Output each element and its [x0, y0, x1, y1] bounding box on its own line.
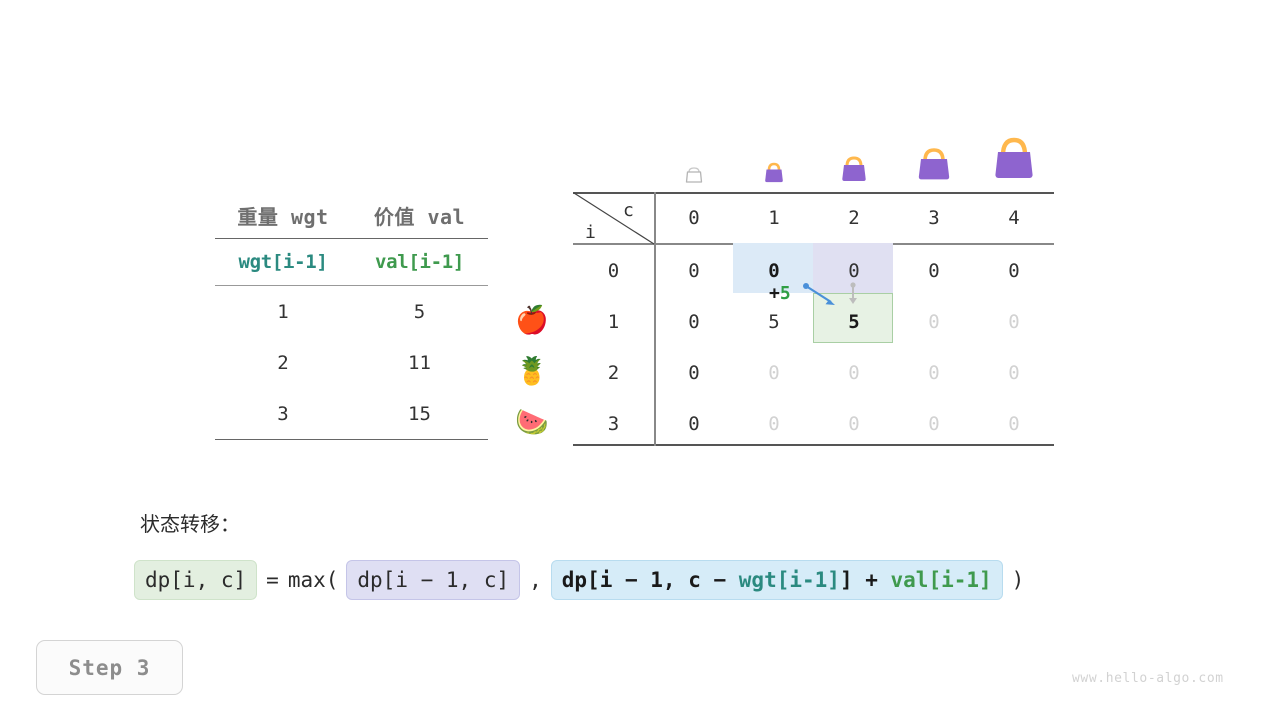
apple-icon: 🍎 [508, 295, 556, 346]
table-row: 2 11 [215, 337, 488, 388]
transition-arrow-diagonal-icon [803, 283, 835, 305]
dp-row-header-0: 0 [607, 259, 620, 282]
watermark: www.hello-algo.com [1072, 671, 1224, 686]
item-value: 15 [408, 402, 431, 425]
dp-cell-0-0: 0 [688, 259, 700, 282]
dp-cell-2-1: 0 [768, 361, 780, 384]
dp-col-header-4: 4 [1008, 207, 1020, 229]
watermelon-emoji: 🍉 [515, 407, 549, 438]
pineapple-icon: 🍍 [508, 346, 556, 397]
highlight-current-cell [813, 293, 893, 343]
plus-sign: + [769, 283, 780, 304]
items-header-value: 价值 val [373, 205, 466, 229]
formula-max-open: max( [287, 568, 339, 592]
item-weight: 2 [277, 351, 289, 374]
bag-icon-capacity-2 [814, 128, 894, 184]
bag-xs-icon [765, 162, 783, 183]
dp-cell-1-0: 0 [688, 310, 700, 333]
table-row: 2 0 0 0 0 0 [573, 347, 1054, 398]
transition-arrow-down-icon [849, 282, 857, 304]
formula-comma: , [529, 568, 542, 592]
bag-icon-capacity-4 [974, 128, 1054, 184]
dp-cell-1-1: 5 [768, 310, 780, 333]
table-row: 1 0 5 5 0 0 [573, 296, 1054, 347]
items-table: 重量 wgt 价值 val wgt[i-1] val[i-1] 1 5 2 11… [215, 193, 488, 440]
watermelon-icon: 🍉 [508, 397, 556, 448]
pineapple-emoji: 🍍 [515, 356, 549, 387]
bag-l-icon [995, 137, 1033, 178]
table-row: 0 0 0 0 0 0 [573, 245, 1054, 296]
step-badge: Step 3 [36, 640, 183, 695]
dp-cell-3-2: 0 [848, 412, 860, 435]
formula-arg2-val: val[i-1] [890, 568, 992, 592]
dp-row-header-1: 1 [607, 310, 620, 333]
dp-cell-3-1: 0 [768, 412, 780, 435]
dp-table: i c 0 1 2 3 4 0 0 0 0 0 0 1 0 5 5 0 [573, 192, 1054, 446]
dp-row-header-2: 2 [607, 361, 620, 384]
items-subheader-wgt: wgt[i-1] [238, 251, 328, 273]
dp-col-header-3: 3 [928, 207, 940, 229]
dp-cell-3-0: 0 [688, 412, 700, 435]
formula-close-paren: ) [1011, 568, 1025, 592]
dp-cell-2-3: 0 [928, 361, 940, 384]
dp-cell-3-4: 0 [1008, 412, 1020, 435]
dp-cell-0-1: 0 [768, 259, 780, 282]
dp-table-column-divider [654, 192, 656, 446]
bag-icon-capacity-1 [734, 128, 814, 184]
dp-cell-2-4: 0 [1008, 361, 1020, 384]
formula-arg2-chip: dp[i − 1, c − wgt[i-1]] + val[i-1] [550, 560, 1003, 600]
dp-col-header-2: 2 [848, 207, 860, 229]
bag-s-icon [842, 156, 866, 181]
formula-arg2-part1: dp[i − 1, c − [561, 568, 739, 592]
formula-equals: = [266, 568, 279, 592]
dp-cell-2-0: 0 [688, 361, 700, 384]
formula-arg2-wgt: wgt[i-1] [738, 568, 840, 592]
item-value: 5 [413, 300, 426, 323]
formula-lhs-chip: dp[i, c] [134, 560, 258, 600]
plus-value: 5 [779, 283, 791, 304]
table-row: 3 15 [215, 388, 488, 440]
dp-table-top-border [573, 192, 1054, 194]
capacity-bag-row [654, 128, 1054, 184]
dp-row-header-3: 3 [607, 412, 620, 435]
transition-formula: dp[i, c] = max( dp[i − 1, c] , dp[i − 1,… [134, 560, 1033, 600]
dp-cell-0-2: 0 [848, 259, 860, 282]
item-weight: 1 [277, 300, 289, 323]
dp-col-header-0: 0 [688, 207, 700, 229]
bag-empty-icon [685, 167, 703, 183]
dp-column-headers: 0 1 2 3 4 [654, 202, 1054, 242]
dp-table-bottom-border [573, 444, 1054, 446]
dp-cell-3-3: 0 [928, 412, 940, 435]
axis-label-i: i [585, 222, 596, 243]
dp-cell-0-4: 0 [1008, 259, 1020, 282]
dp-col-header-1: 1 [768, 207, 780, 229]
transition-section-label: 状态转移： [140, 512, 240, 536]
dp-cell-0-3: 0 [928, 259, 940, 282]
highlight-prev-row-cell [733, 243, 813, 293]
axis-label-c: c [623, 200, 634, 221]
formula-arg2-part3: ] + [839, 568, 891, 592]
dp-cell-1-4: 0 [1008, 310, 1020, 333]
item-value: 11 [408, 351, 431, 374]
fruit-icon-column: 🍎 🍍 🍉 [508, 295, 556, 448]
items-table-header-row: 重量 wgt 价值 val [215, 193, 488, 239]
corner-diagonal-line [573, 192, 655, 245]
formula-arg1-chip: dp[i − 1, c] [346, 560, 521, 600]
dp-cell-1-2: 5 [848, 310, 860, 333]
item-weight: 3 [277, 402, 289, 425]
dp-cell-2-2: 0 [848, 361, 860, 384]
dp-table-body: 0 0 0 0 0 0 1 0 5 5 0 0 2 0 0 0 0 0 [573, 245, 1054, 444]
items-subheader-val: val[i-1] [374, 251, 465, 273]
apple-emoji: 🍎 [515, 305, 549, 336]
bag-m-icon [918, 148, 950, 180]
plus-value-annotation: +5 [769, 283, 791, 304]
items-header-weight: 重量 wgt [237, 205, 329, 229]
dp-cell-1-3: 0 [928, 310, 940, 333]
table-row: 1 5 [215, 286, 488, 337]
items-table-subheader-row: wgt[i-1] val[i-1] [215, 239, 488, 286]
bag-icon-capacity-3 [894, 128, 974, 184]
table-row: 3 0 0 0 0 0 [573, 398, 1054, 449]
bag-icon-capacity-0 [654, 128, 734, 184]
